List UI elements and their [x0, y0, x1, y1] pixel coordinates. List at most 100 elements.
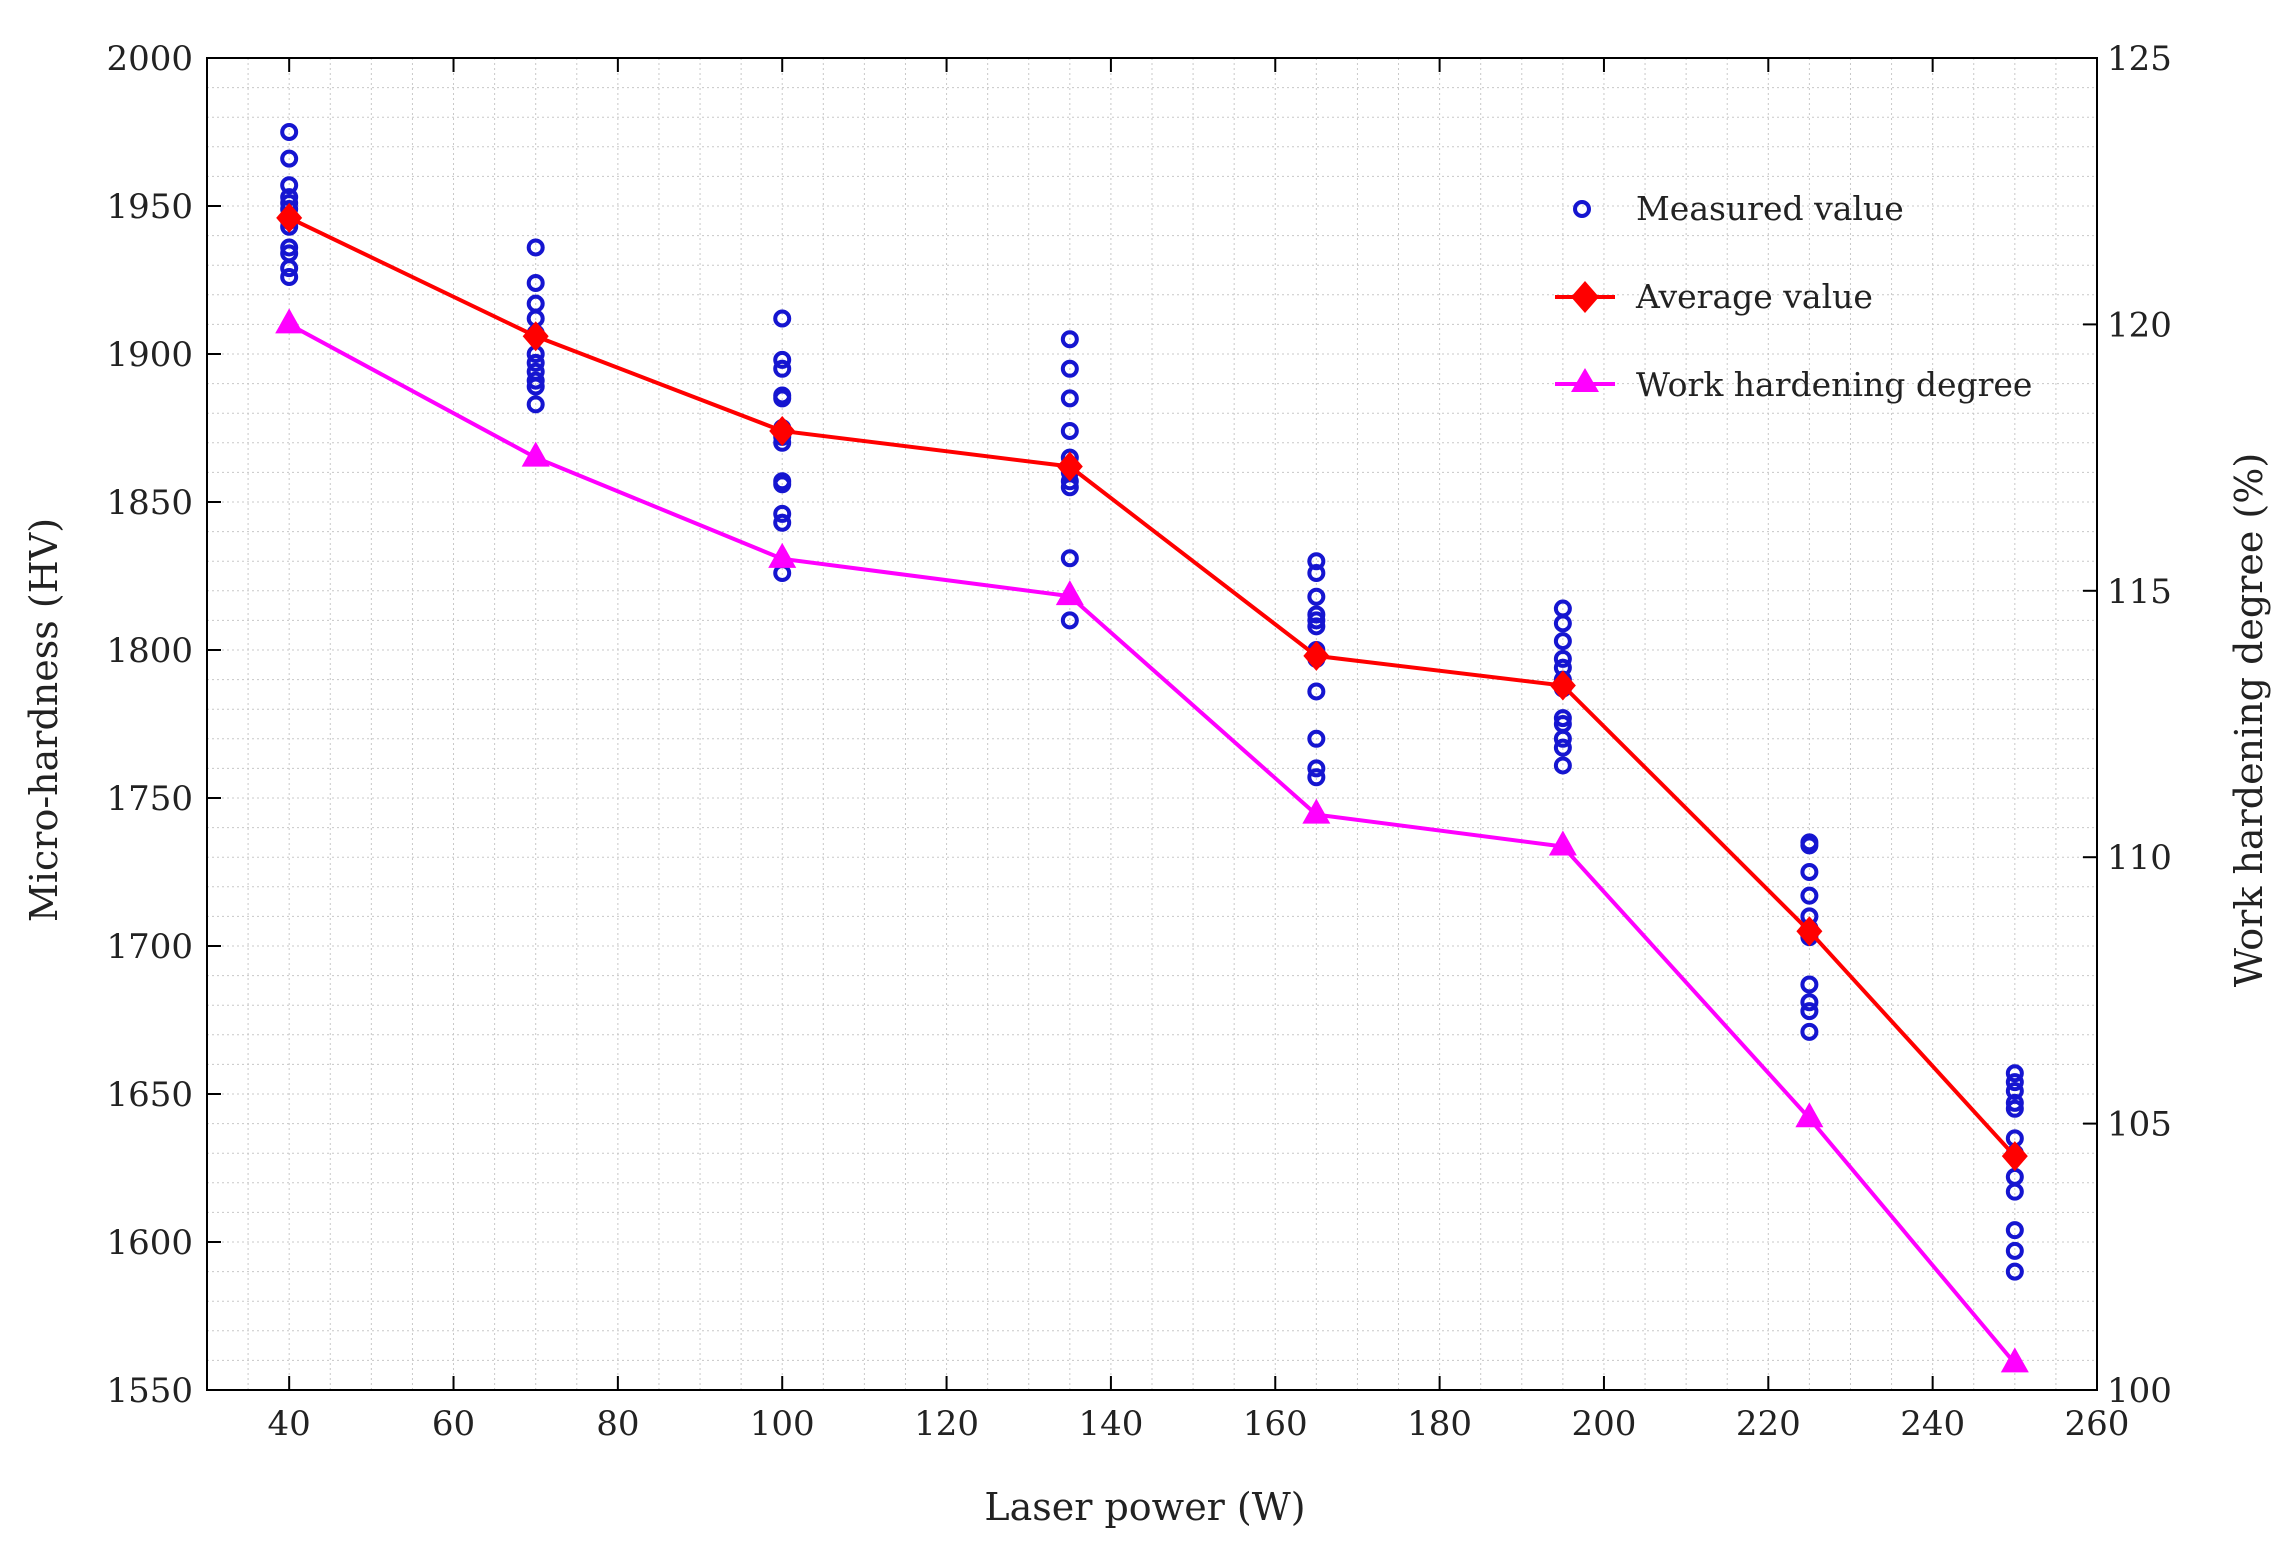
- measured-point: [773, 359, 792, 378]
- measured-point: [1553, 649, 1572, 668]
- measured-point: [280, 238, 299, 257]
- y-tick-label-right: 115: [2107, 572, 2172, 612]
- measured-point: [1060, 389, 1079, 408]
- measured-point: [1800, 1002, 1819, 1021]
- legend-label-average: Average value: [1635, 277, 1873, 316]
- hardening-point: [1548, 830, 1577, 856]
- measured-point: [2005, 1241, 2024, 1260]
- measured-point: [1307, 768, 1326, 787]
- measured-point: [1307, 759, 1326, 778]
- measured-point: [1553, 738, 1572, 757]
- average-point: [1796, 916, 1823, 947]
- average-point: [522, 321, 549, 352]
- measured-point: [1307, 564, 1326, 583]
- average-point: [2001, 1141, 2028, 1172]
- hardening-line: [288, 322, 2017, 1365]
- y-tick-label: 1800: [106, 631, 193, 671]
- measured-point: [1307, 605, 1326, 624]
- legend-marker-average: [1571, 281, 1599, 313]
- y-tick-label: 1700: [106, 927, 193, 967]
- measured-point: [1553, 709, 1572, 728]
- x-tick-label: 240: [1900, 1404, 1965, 1444]
- y-tick-label-right: 125: [2107, 39, 2172, 79]
- measured-point: [526, 238, 545, 257]
- measured-point: [526, 371, 545, 390]
- hardening-point: [2000, 1347, 2029, 1373]
- x-axis-title: Laser power (W): [984, 1485, 1305, 1529]
- measured-point: [2005, 1064, 2024, 1083]
- legend-label-hardening: Work hardening degree: [1636, 365, 2032, 404]
- measured-point: [280, 149, 299, 168]
- measured-point: [1060, 330, 1079, 349]
- measured-point: [1800, 1022, 1819, 1041]
- measured-point: [773, 309, 792, 328]
- measured-point: [526, 377, 545, 396]
- measured-point: [1800, 863, 1819, 881]
- measured-point: [1307, 552, 1326, 571]
- measured-point: [1800, 993, 1819, 1012]
- measured-point: [773, 389, 792, 408]
- measured-point: [2005, 1082, 2024, 1101]
- legend-label-measured: Measured value: [1636, 189, 1904, 228]
- y-tick-label: 1850: [106, 483, 193, 523]
- y-tick-label: 1950: [106, 187, 193, 227]
- measured-point: [280, 259, 299, 278]
- measured-point: [1060, 549, 1079, 568]
- measured-point: [526, 273, 545, 292]
- measured-point: [1060, 359, 1079, 378]
- x-tick-label: 120: [914, 1404, 979, 1444]
- measured-point: [280, 176, 299, 195]
- measured-point: [1800, 836, 1819, 855]
- measured-point: [1307, 729, 1326, 748]
- y-tick-label: 1550: [106, 1371, 193, 1411]
- measured-point: [280, 123, 299, 141]
- legend-marker-measured: [1573, 200, 1591, 218]
- measured-point: [1553, 614, 1572, 633]
- measured-point: [280, 268, 299, 287]
- measured-point: [773, 513, 792, 532]
- measured-point: [2005, 1073, 2024, 1092]
- x-tick-label: 100: [750, 1404, 815, 1444]
- hardening-point: [275, 308, 304, 334]
- measured-point: [773, 475, 792, 494]
- x-tick-label: 180: [1407, 1404, 1472, 1444]
- y-tick-label: 1900: [106, 335, 193, 375]
- x-tick-label: 40: [268, 1404, 311, 1444]
- hardening-point: [768, 542, 797, 568]
- axis-ticks: 40 60 80 100 120 140 160 180 200 220 240 260 1550 160…: [106, 39, 2171, 1444]
- measured-point: [1553, 632, 1572, 651]
- average-point: [276, 202, 303, 233]
- measured-point: [2005, 1093, 2024, 1112]
- x-tick-label: 200: [1572, 1404, 1637, 1444]
- measured-point: [2005, 1262, 2024, 1281]
- measured-point: [1307, 611, 1326, 630]
- measured-point: [2005, 1099, 2024, 1118]
- series-average-value: [276, 202, 2028, 1172]
- y-tick-label-right: 120: [2107, 305, 2172, 345]
- legend: Measured value Average value Work harden…: [1555, 189, 2032, 404]
- x-tick-label: 60: [432, 1404, 475, 1444]
- average-point: [1056, 451, 1083, 482]
- average-point: [769, 415, 796, 446]
- measured-point: [773, 350, 792, 369]
- y-axis-title: Micro-hardness (HV): [22, 518, 66, 922]
- hardening-point: [1302, 798, 1331, 824]
- legend-marker-hardening: [1571, 368, 1599, 392]
- average-point: [1549, 670, 1576, 701]
- measured-point: [773, 504, 792, 523]
- measured-point: [1307, 682, 1326, 701]
- x-tick-label: 160: [1243, 1404, 1308, 1444]
- measured-point: [2005, 1182, 2024, 1201]
- hardening-point: [521, 441, 550, 467]
- measured-point: [1060, 611, 1079, 630]
- y-tick-label: 1600: [106, 1223, 193, 1263]
- measured-point: [1800, 886, 1819, 905]
- hardening-point: [1795, 1102, 1824, 1128]
- x-tick-label: 220: [1736, 1404, 1801, 1444]
- x-tick-label: 140: [1078, 1404, 1143, 1444]
- grid: [207, 58, 2097, 1390]
- plot-area-frame: [206, 57, 2098, 1391]
- measured-point: [526, 353, 545, 372]
- y-tick-label-right: 110: [2107, 838, 2172, 878]
